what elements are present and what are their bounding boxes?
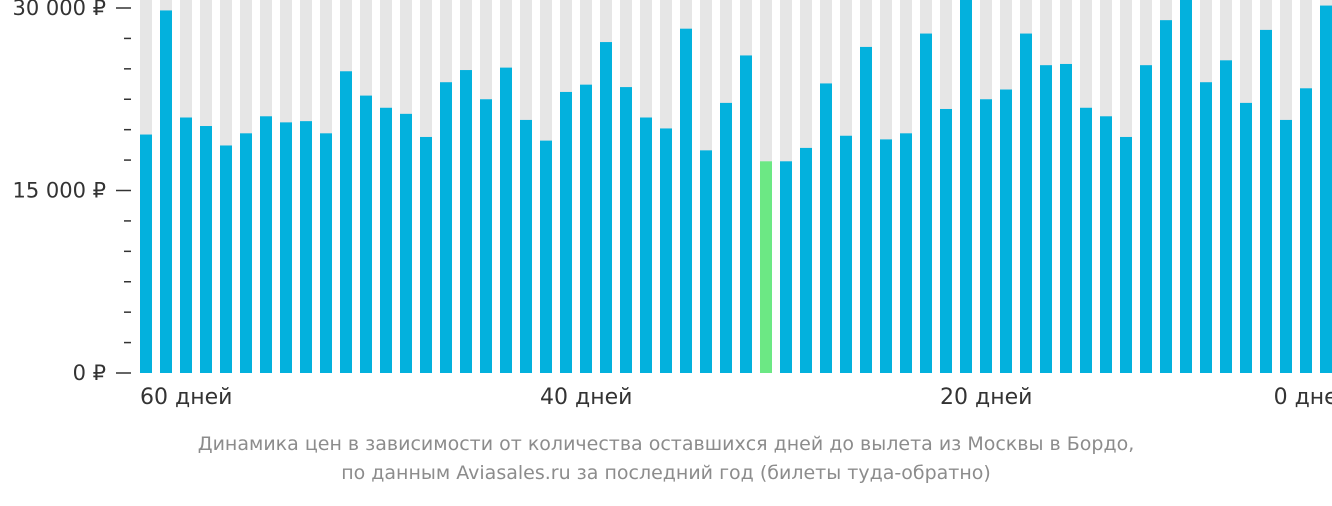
bar[interactable]	[1020, 33, 1032, 374]
bar[interactable]	[1060, 63, 1072, 373]
bar[interactable]	[1140, 65, 1152, 373]
y-tick-label: 15 000 ₽	[12, 179, 106, 203]
bar[interactable]	[740, 55, 752, 373]
chart-caption-line-1: Динамика цен в зависимости от количества…	[197, 433, 1135, 455]
bar[interactable]	[240, 133, 252, 373]
bar[interactable]	[1200, 82, 1212, 373]
bar[interactable]	[680, 28, 692, 374]
bar[interactable]	[840, 135, 852, 373]
bar[interactable]	[600, 42, 612, 374]
bar[interactable]	[1040, 65, 1052, 373]
bar[interactable]	[940, 108, 952, 373]
bar[interactable]	[580, 84, 592, 374]
bar[interactable]	[720, 102, 732, 374]
bar[interactable]	[160, 10, 172, 374]
bar[interactable]	[820, 83, 832, 373]
bar[interactable]	[1100, 116, 1112, 374]
bar[interactable]	[660, 128, 672, 373]
bar[interactable]	[140, 134, 152, 373]
bar[interactable]	[260, 116, 272, 374]
y-tick-label: 0 ₽	[73, 361, 106, 385]
bar[interactable]	[340, 71, 352, 374]
bar[interactable]	[460, 70, 472, 374]
y-axis: 0 ₽ 15 000 ₽ 30 000 ₽	[12, 0, 131, 385]
bar[interactable]	[860, 46, 872, 373]
bar[interactable]	[360, 95, 372, 373]
chart-caption-line-2: по данным Aviasales.ru за последний год …	[341, 462, 991, 484]
bar[interactable]	[1160, 20, 1172, 374]
bar[interactable]	[220, 145, 232, 373]
bar[interactable]	[620, 87, 632, 373]
bar[interactable]	[180, 117, 192, 374]
bar[interactable]	[1240, 102, 1252, 374]
bar[interactable]	[920, 33, 932, 374]
bar[interactable]	[980, 99, 992, 373]
x-tick-label: 60 дней	[140, 385, 232, 410]
bar[interactable]	[960, 0, 972, 374]
bars	[140, 0, 1332, 374]
x-axis-labels: 60 дней 40 дней 20 дней 0 дней	[140, 385, 1332, 410]
bar[interactable]	[440, 82, 452, 373]
bar[interactable]	[700, 150, 712, 373]
bar[interactable]	[300, 121, 312, 374]
bar[interactable]	[1180, 0, 1192, 374]
bar[interactable]	[380, 107, 392, 374]
bar[interactable]	[640, 117, 652, 374]
background-stripes	[140, 0, 1332, 373]
bar[interactable]	[420, 136, 432, 373]
bar[interactable]	[1320, 5, 1332, 373]
bar[interactable]	[500, 67, 512, 373]
y-tick-label: 30 000 ₽	[12, 0, 106, 20]
x-tick-label: 20 дней	[940, 385, 1032, 410]
bar[interactable]	[1260, 29, 1272, 374]
bar[interactable]	[1120, 136, 1132, 373]
bar[interactable]	[780, 161, 792, 373]
bar[interactable]	[1000, 89, 1012, 374]
bar[interactable]	[280, 122, 292, 373]
bar[interactable]	[800, 147, 812, 373]
x-tick-label: 40 дней	[540, 385, 632, 410]
bar[interactable]	[900, 133, 912, 373]
bar[interactable]	[1300, 88, 1312, 374]
bar[interactable]	[200, 126, 212, 374]
bar[interactable]	[560, 91, 572, 373]
x-tick-label: 0 дней	[1274, 385, 1332, 410]
bar[interactable]	[1220, 60, 1232, 374]
bar[interactable]	[540, 140, 552, 373]
bar[interactable]	[520, 119, 532, 373]
bar[interactable]	[1280, 119, 1292, 373]
bar[interactable]	[1080, 107, 1092, 374]
bar[interactable]	[320, 133, 332, 373]
bar[interactable]	[880, 139, 892, 373]
bar-highlight[interactable]	[760, 161, 772, 373]
bar[interactable]	[480, 99, 492, 373]
bar[interactable]	[400, 113, 412, 373]
